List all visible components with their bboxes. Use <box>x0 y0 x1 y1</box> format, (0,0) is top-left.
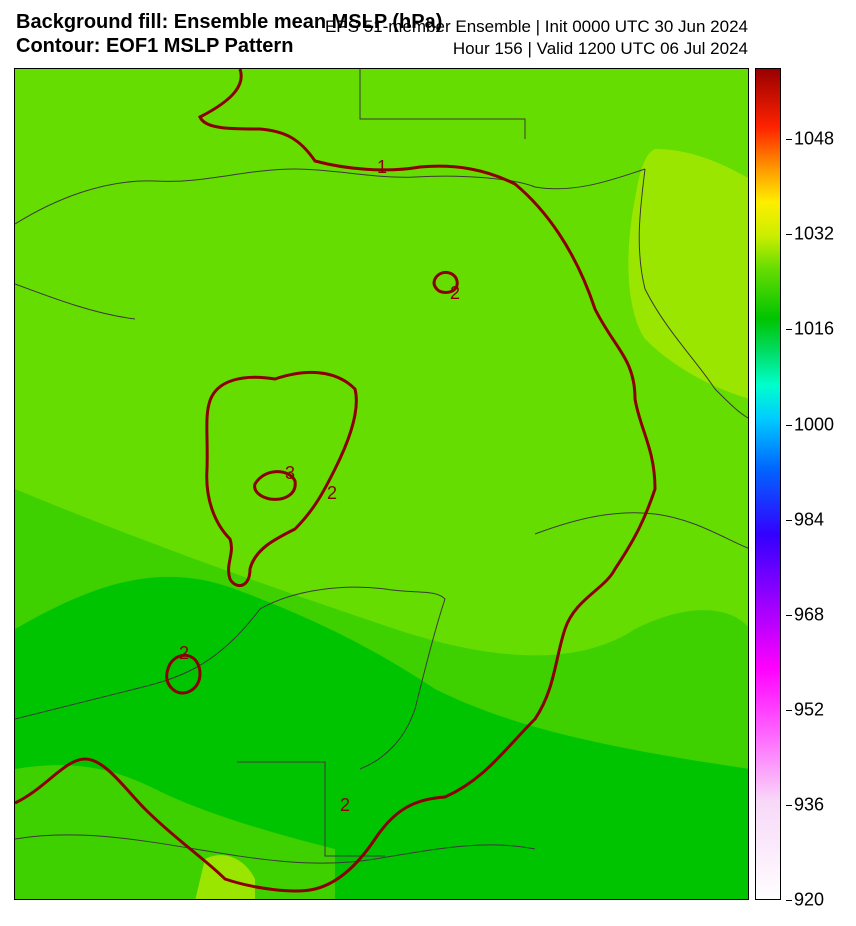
colorbar-tick-label: 1048 <box>794 128 835 149</box>
coastline-group <box>15 69 748 864</box>
colorbar-tick <box>786 709 792 711</box>
map-title: Background fill: Ensemble mean MSLP (hPa… <box>16 10 442 58</box>
colorbar <box>755 68 781 900</box>
map-svg: 1 2 3 2 2 2 <box>15 69 748 899</box>
run-valid-label: Hour 156 | Valid 1200 UTC 06 Jul 2024 <box>452 39 748 58</box>
colorbar-tick <box>786 804 792 806</box>
border-guatemala <box>237 761 385 857</box>
coastline-north <box>15 168 646 225</box>
map-run-info: EPS 51-member Ensemble | Init 0000 UTC 3… <box>325 16 748 60</box>
colorbar-tick <box>786 519 792 521</box>
title-contour-label: Contour: EOF1 MSLP Pattern <box>16 35 294 57</box>
colorbar-tick <box>786 139 792 141</box>
colorbar-tick <box>786 614 792 616</box>
contour-2-loop-north <box>432 271 459 295</box>
colorbar-tick <box>786 424 792 426</box>
coastline-cuba <box>534 512 748 549</box>
contour-label: 2 <box>340 795 350 815</box>
colorbar-tick-label: 1000 <box>794 414 835 435</box>
fill-patch-east <box>628 149 748 399</box>
contour-group <box>15 69 657 893</box>
contour-2-loop-west <box>165 653 202 695</box>
contour-label: 2 <box>327 483 337 503</box>
border-north <box>359 69 526 139</box>
colorbar-tick <box>786 329 792 331</box>
colorbar-tick-label: 920 <box>794 889 825 910</box>
colorbar-gradient <box>756 69 780 899</box>
colorbar-tick-label: 952 <box>794 699 825 720</box>
colorbar-tick-label: 1016 <box>794 318 835 339</box>
contour-1 <box>15 69 657 893</box>
coastline-central-america <box>15 834 536 864</box>
coastline-east <box>638 168 748 419</box>
contour-3-loop <box>253 470 297 501</box>
colorbar-tick <box>786 900 792 901</box>
colorbar-tick <box>786 234 792 236</box>
contour-label: 3 <box>285 463 295 483</box>
colorbar-tick-label: 1032 <box>794 223 835 244</box>
contour-label: 1 <box>377 157 387 177</box>
coastline-yucatan <box>259 586 446 770</box>
colorbar-tick-label: 936 <box>794 794 825 815</box>
run-init-label: EPS 51-member Ensemble | Init 0000 UTC 3… <box>324 17 748 36</box>
title-fill-label: Background fill: Ensemble mean MSLP (hPa… <box>16 11 443 33</box>
contour-label: 2 <box>450 283 460 303</box>
colorbar-tick-label: 968 <box>794 604 825 625</box>
coastline-texas <box>15 283 136 320</box>
map-panel: 1 2 3 2 2 2 <box>14 68 749 900</box>
colorbar-tick-label: 984 <box>794 509 825 530</box>
colorbar-svg <box>756 69 780 899</box>
fill-band-south <box>15 765 335 899</box>
contour-label-group: 1 2 3 2 2 2 <box>179 157 460 815</box>
coastline-mexico <box>15 608 261 720</box>
colorbar-labels: 1048 1032 1016 1000 984 968 952 936 920 <box>786 68 856 910</box>
contour-2-loop <box>205 370 358 587</box>
contour-label: 2 <box>179 643 189 663</box>
